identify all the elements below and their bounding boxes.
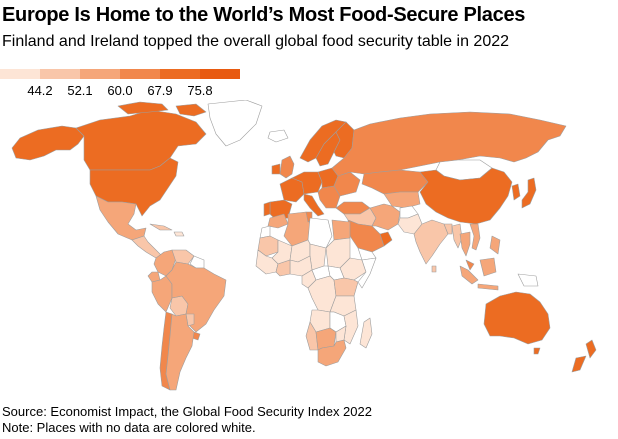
- region-sri-lanka: [431, 265, 437, 273]
- legend-color-bar: [0, 69, 240, 79]
- legend-swatch: [0, 69, 40, 79]
- data-note: Note: Places with no data are colored wh…: [2, 420, 256, 435]
- region-india: [413, 219, 449, 265]
- color-legend: 44.2 52.1 60.0 67.9 75.8: [0, 69, 245, 103]
- legend-swatch: [40, 69, 80, 79]
- region-japan: [521, 177, 537, 209]
- region-italy: [303, 193, 325, 217]
- region-new-zealand: [585, 339, 597, 359]
- region-south-africa: [317, 339, 347, 367]
- legend-swatch: [160, 69, 200, 79]
- region-new-zealand-south: [571, 355, 587, 373]
- region-papua-new-guinea: [517, 273, 539, 287]
- region-malaysia: [465, 259, 475, 271]
- region-iceland: [267, 129, 289, 143]
- region-ireland: [271, 163, 281, 175]
- region-oman-uae: [379, 231, 393, 247]
- region-greenland: [207, 100, 263, 147]
- region-namibia: [305, 321, 319, 351]
- region-iran: [369, 203, 401, 231]
- region-vietnam: [469, 223, 481, 251]
- region-madagascar: [359, 317, 373, 349]
- legend-swatch: [200, 69, 240, 79]
- region-portugal: [263, 201, 271, 217]
- legend-tick-label: 75.8: [187, 83, 213, 98]
- chart-footer: Source: Economist Impact, the Global Foo…: [2, 404, 372, 436]
- region-venezuela: [171, 249, 195, 265]
- region-somalia: [357, 257, 377, 289]
- region-indonesia-borneo: [479, 257, 497, 277]
- region-hispaniola: [173, 231, 185, 237]
- region-china: [419, 167, 513, 225]
- region-central-america: [131, 235, 163, 259]
- region-alaska: [11, 125, 85, 161]
- region-canada-arctic-2: [175, 103, 207, 117]
- region-thailand: [459, 231, 471, 257]
- region-korea: [511, 183, 521, 201]
- region-argentina: [165, 313, 195, 391]
- region-indonesia-java: [477, 283, 499, 291]
- region-myanmar: [451, 223, 463, 249]
- region-peru: [151, 275, 173, 313]
- region-canada-arctic: [117, 101, 169, 115]
- region-balkans: [317, 185, 341, 209]
- region-egypt: [331, 219, 351, 241]
- legend-swatch: [120, 69, 160, 79]
- region-indonesia-sumatra: [459, 265, 479, 285]
- legend-tick-label: 67.9: [147, 83, 173, 98]
- legend-swatch: [80, 69, 120, 79]
- region-uk: [279, 155, 295, 179]
- region-cuba: [149, 223, 173, 231]
- region-bangladesh: [443, 223, 453, 235]
- world-map-svg: [11, 100, 597, 391]
- legend-tick-label: 52.1: [67, 83, 93, 98]
- region-australia: [483, 291, 551, 345]
- region-brazil: [165, 261, 227, 333]
- legend-tick-label: 44.2: [27, 83, 53, 98]
- region-mexico: [95, 195, 147, 241]
- region-morocco: [267, 213, 289, 229]
- region-kazakhstan: [361, 169, 429, 195]
- legend-tick-label: 60.0: [107, 83, 133, 98]
- world-map: [0, 100, 618, 400]
- region-libya: [307, 217, 333, 249]
- region-tasmania: [533, 347, 541, 355]
- region-canada: [75, 109, 207, 171]
- region-ghana: [275, 259, 291, 277]
- source-note: Source: Economist Impact, the Global Foo…: [2, 404, 372, 419]
- region-uganda-kenya: [333, 277, 359, 297]
- region-philippines: [489, 235, 501, 255]
- region-central-europe: [291, 171, 323, 195]
- chart-subtitle: Finland and Ireland topped the overall g…: [2, 33, 510, 50]
- chart-title: Europe Is Home to the World’s Most Food-…: [2, 4, 526, 26]
